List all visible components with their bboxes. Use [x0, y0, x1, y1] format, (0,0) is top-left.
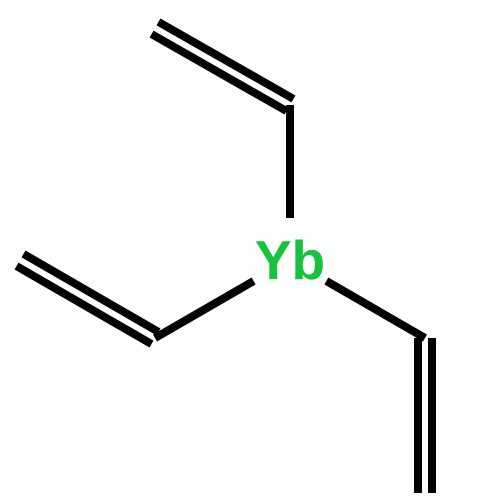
- bond-b2: [152, 22, 294, 111]
- bond-b5: [326, 281, 425, 338]
- bond-b6: [418, 338, 432, 493]
- bond-b3: [155, 281, 254, 338]
- bond-b4: [16, 254, 158, 344]
- chemical-structure: Yb: [0, 0, 500, 500]
- atom-label-yb: Yb: [255, 229, 325, 291]
- bonds-layer: [16, 22, 432, 493]
